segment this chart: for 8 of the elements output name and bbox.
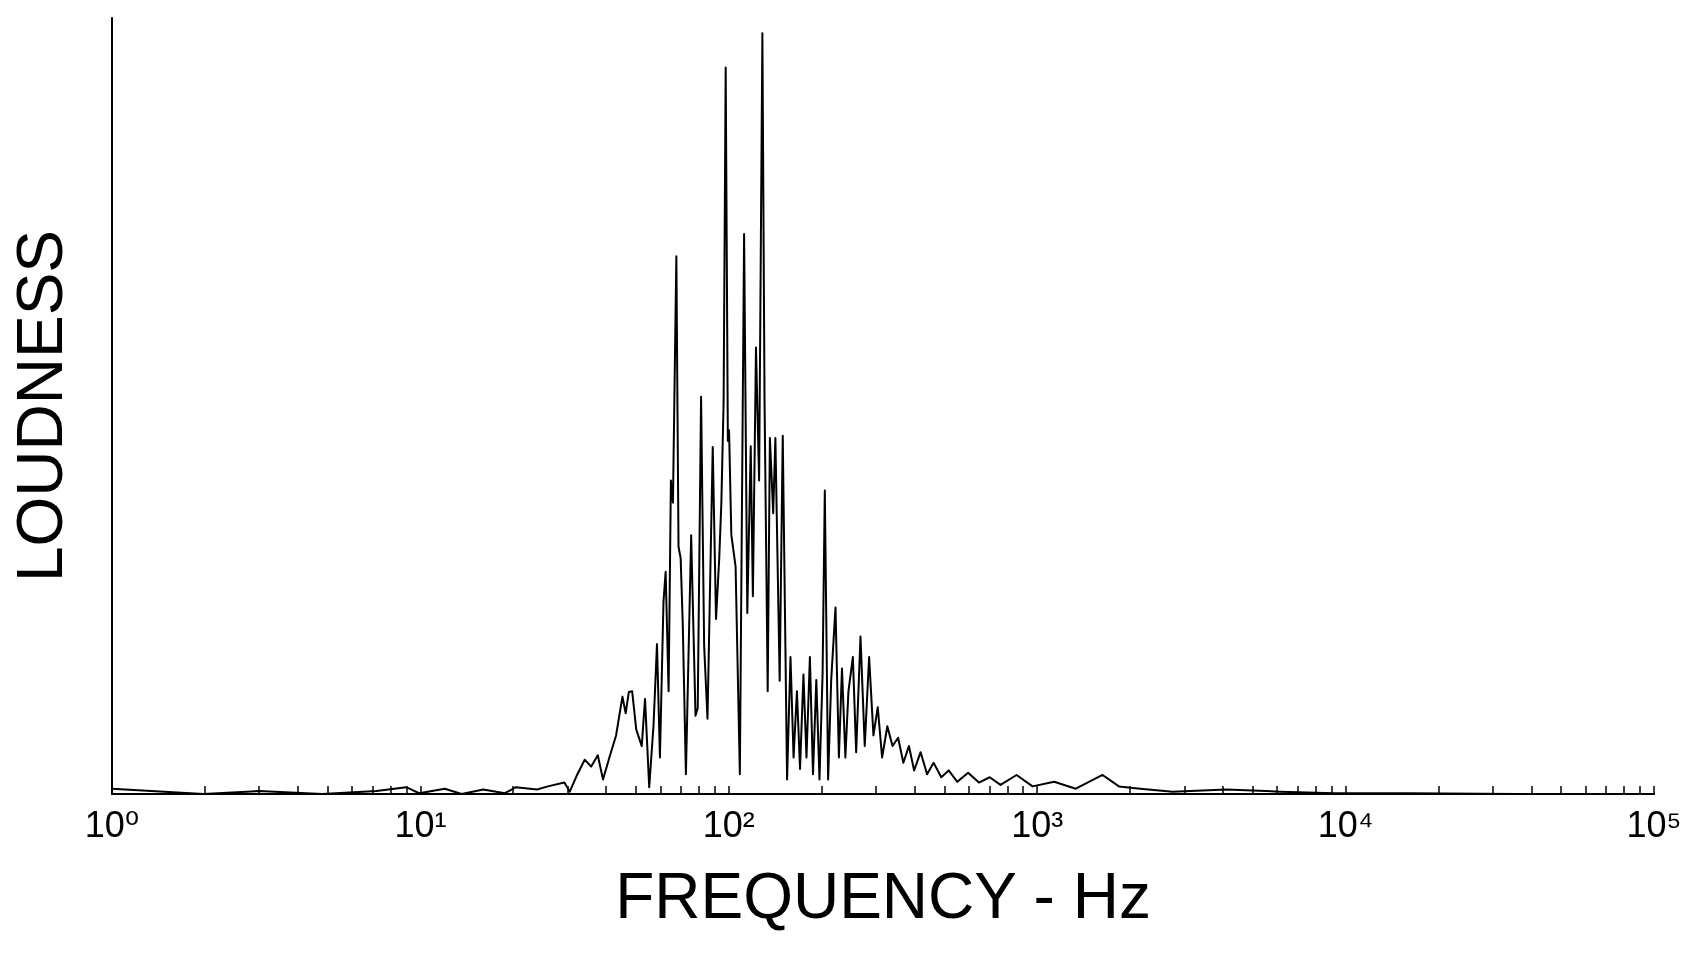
x-tick-label: 10² [702,803,755,845]
x-tick-label: 10¹ [394,803,447,845]
y-axis-title: LOUDNESS [4,229,76,583]
x-tick-label: 10³ [1011,803,1064,845]
x-tick-label: 10⁴ [1317,803,1374,845]
x-tick-label: 10⁰ [84,803,140,845]
x-tick-label: 10⁵ [1626,803,1682,845]
x-axis-title: FREQUENCY - Hz [615,860,1151,932]
